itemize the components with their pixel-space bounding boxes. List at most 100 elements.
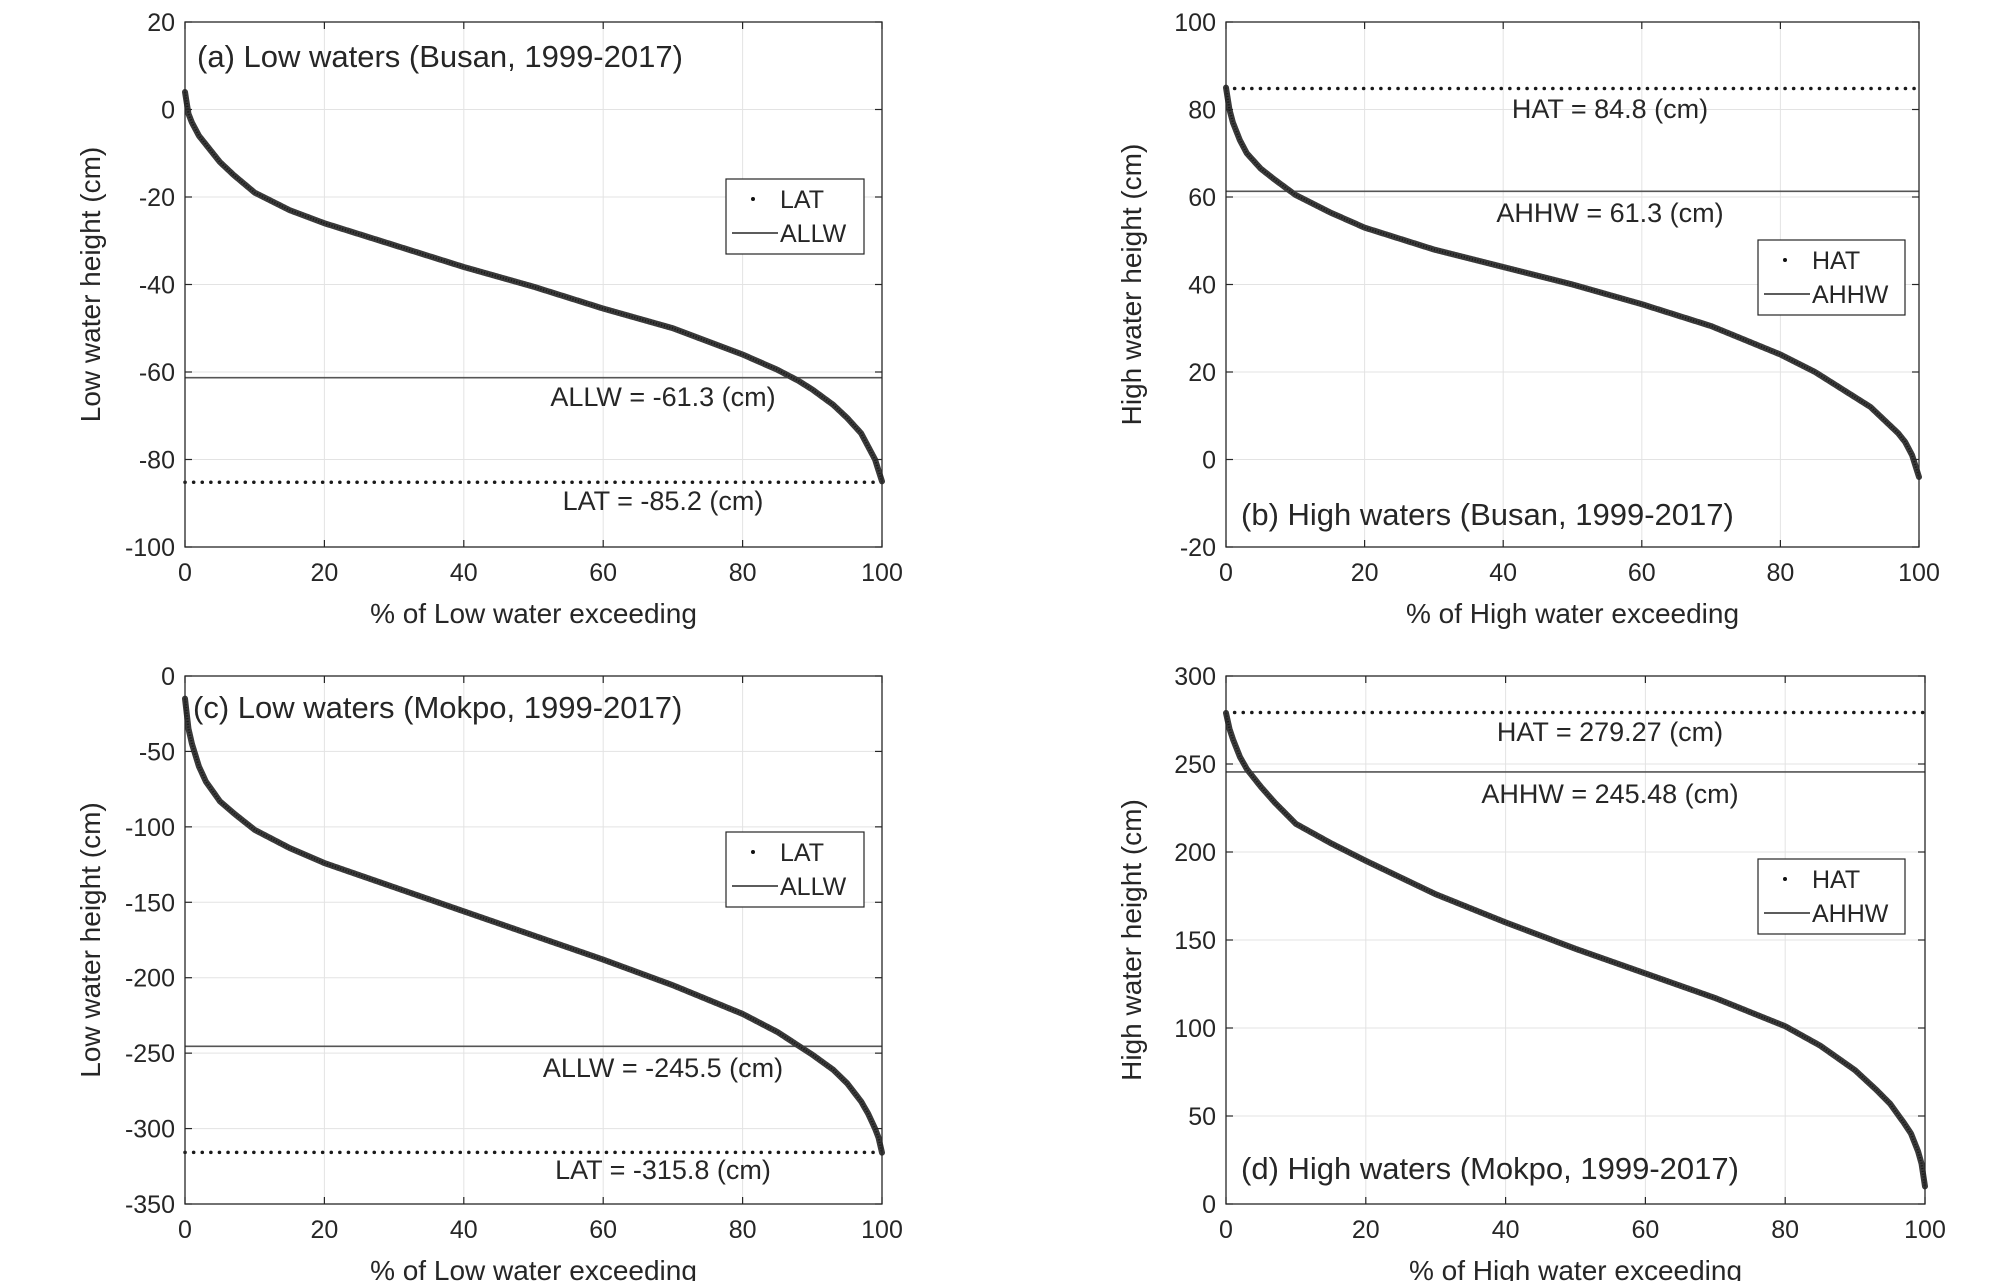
data-curve <box>183 91 884 482</box>
x-tick-label: 20 <box>310 1216 338 1244</box>
x-tick-label: 60 <box>1628 559 1656 587</box>
data-curve <box>1224 712 1927 1187</box>
annotation-allw: ALLW = -245.5 (cm) <box>543 1053 783 1083</box>
annotation-lat: LAT = -85.2 (cm) <box>563 486 764 516</box>
legend-label: HAT <box>1812 866 1860 894</box>
legend-label: ALLW <box>780 220 847 248</box>
legend-marker-dot <box>1783 877 1787 881</box>
x-tick-label: 0 <box>178 1216 192 1244</box>
legend-label: AHHW <box>1812 900 1889 928</box>
x-tick-label: 40 <box>1492 1216 1520 1244</box>
axes-box <box>184 675 883 1205</box>
y-tick-label: -20 <box>139 184 175 212</box>
y-tick-label: 100 <box>1174 9 1216 37</box>
y-tick-label: 20 <box>147 9 175 37</box>
x-tick-label: 60 <box>589 1216 617 1244</box>
y-tick-label: 200 <box>1174 839 1216 867</box>
x-tick-label: 100 <box>861 1216 903 1244</box>
x-tick-label: 40 <box>450 1216 478 1244</box>
legend-marker-dot <box>751 197 755 201</box>
legend: LAT ALLW <box>725 831 865 908</box>
x-tick-label: 40 <box>1489 559 1517 587</box>
x-tick-label: 60 <box>589 559 617 587</box>
chart-panel-a: 0 20 40 60 80 100 -100 -80 -60 -40 -20 0 20 % of Low … <box>75 9 903 629</box>
panel-title: (b) High waters (Busan, 1999-2017) <box>1241 497 1734 532</box>
y-tick-label: 0 <box>1202 447 1216 475</box>
x-tick-label: 20 <box>310 559 338 587</box>
legend-marker-dot <box>1783 258 1787 262</box>
data-curve <box>183 698 884 1153</box>
annotation-hat: HAT = 84.8 (cm) <box>1512 94 1708 124</box>
legend-box <box>725 831 865 908</box>
legend-label: HAT <box>1812 247 1860 275</box>
annotation-ahhw: AHHW = 61.3 (cm) <box>1496 198 1723 228</box>
x-tick-label: 80 <box>1771 1216 1799 1244</box>
x-axis-label: % of High water exceeding <box>1409 1255 1742 1281</box>
y-axis-label: High water height (cm) <box>1116 144 1147 426</box>
x-tick-label: 80 <box>729 559 757 587</box>
y-tick-label: 100 <box>1174 1015 1216 1043</box>
y-tick-label: -150 <box>125 889 175 917</box>
panel-title: (d) High waters (Mokpo, 1999-2017) <box>1241 1151 1739 1186</box>
y-tick-label: -250 <box>125 1040 175 1068</box>
legend-label: LAT <box>780 839 824 867</box>
y-tick-label: 80 <box>1188 97 1216 125</box>
y-tick-label: 40 <box>1188 272 1216 300</box>
x-tick-label: 80 <box>729 1216 757 1244</box>
x-tick-label: 100 <box>1898 559 1940 587</box>
legend: HAT AHHW <box>1757 858 1906 935</box>
x-axis-label: % of Low water exceeding <box>370 1255 697 1281</box>
y-axis-label: Low water height (cm) <box>75 147 106 422</box>
legend-marker-dot <box>751 850 755 854</box>
x-tick-label: 60 <box>1631 1216 1659 1244</box>
y-tick-label: 250 <box>1174 751 1216 779</box>
legend-box <box>725 178 865 255</box>
x-tick-label: 80 <box>1766 559 1794 587</box>
y-tick-label: -100 <box>125 814 175 842</box>
y-tick-label: -300 <box>125 1116 175 1144</box>
legend-label: ALLW <box>780 873 847 901</box>
y-tick-label: 0 <box>161 663 175 691</box>
x-tick-label: 100 <box>1904 1216 1946 1244</box>
legend-box <box>1757 858 1906 935</box>
y-tick-label: -80 <box>139 447 175 475</box>
x-tick-label: 0 <box>178 559 192 587</box>
data-curve <box>1224 87 1921 478</box>
y-tick-label: 60 <box>1188 184 1216 212</box>
y-tick-label: 0 <box>161 97 175 125</box>
x-tick-label: 20 <box>1351 559 1379 587</box>
x-tick-label: 0 <box>1219 559 1233 587</box>
y-axis-label: Low water height (cm) <box>75 802 106 1077</box>
annotation-ahhw: AHHW = 245.48 (cm) <box>1481 779 1738 809</box>
legend: HAT AHHW <box>1757 239 1906 316</box>
y-tick-label: -20 <box>1180 534 1216 562</box>
y-tick-label: 50 <box>1188 1103 1216 1131</box>
axes-background <box>185 676 882 1204</box>
legend: LAT ALLW <box>725 178 865 255</box>
y-tick-label: 300 <box>1174 663 1216 691</box>
y-tick-label: -50 <box>139 738 175 766</box>
x-axis-label: % of Low water exceeding <box>370 598 697 629</box>
y-tick-label: -100 <box>125 534 175 562</box>
annotation-hat: HAT = 279.27 (cm) <box>1497 717 1723 747</box>
x-tick-label: 100 <box>861 559 903 587</box>
chart-panel-c: 0 20 40 60 80 100 -350 -300 -250 -200 -150 -100 -50 0… <box>75 663 903 1281</box>
panel-title: (a) Low waters (Busan, 1999-2017) <box>197 39 683 74</box>
annotation-lat: LAT = -315.8 (cm) <box>555 1155 771 1185</box>
x-tick-label: 20 <box>1352 1216 1380 1244</box>
y-tick-label: -200 <box>125 965 175 993</box>
y-tick-label: 0 <box>1202 1191 1216 1219</box>
y-tick-label: 20 <box>1188 359 1216 387</box>
y-tick-label: -350 <box>125 1191 175 1219</box>
x-tick-label: 40 <box>450 559 478 587</box>
annotation-allw: ALLW = -61.3 (cm) <box>550 382 775 412</box>
y-tick-label: 150 <box>1174 927 1216 955</box>
legend-label: LAT <box>780 186 824 214</box>
x-tick-label: 0 <box>1219 1216 1233 1244</box>
y-tick-label: -40 <box>139 272 175 300</box>
legend-box <box>1757 239 1906 316</box>
legend-label: AHHW <box>1812 281 1889 309</box>
